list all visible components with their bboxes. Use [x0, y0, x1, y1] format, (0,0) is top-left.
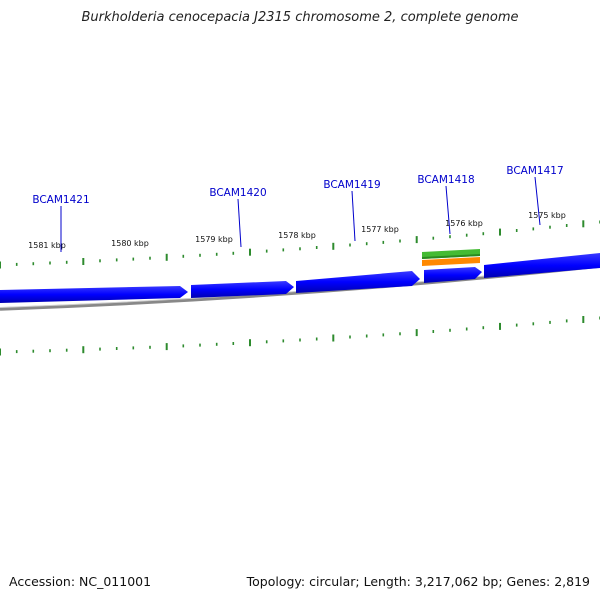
cds-track — [0, 253, 600, 303]
scale-label: 1578 kbp — [278, 231, 316, 240]
feature-orange-bar[interactable] — [422, 257, 480, 266]
scale-label: 1577 kbp — [361, 225, 399, 234]
scale-labels: 1581 kbp 1580 kbp 1579 kbp 1578 kbp 1577… — [28, 211, 566, 250]
gene-label-bcam1417[interactable]: BCAM1417 — [506, 165, 563, 177]
scale-label: 1580 kbp — [111, 239, 149, 248]
accession-text: Accession: NC_011001 — [9, 574, 152, 589]
scale-label: 1581 kbp — [28, 241, 66, 250]
gene-label-line — [534, 176, 541, 226]
cds-feature[interactable] — [296, 271, 420, 293]
genome-summary-text: Topology: circular; Length: 3,217,062 bp… — [246, 574, 590, 589]
map-title: Burkholderia cenocepacia J2315 chromosom… — [81, 10, 519, 25]
scale-label: 1575 kbp — [528, 211, 566, 220]
gene-label-bcam1420[interactable]: BCAM1420 — [209, 187, 266, 199]
outer-gc-track — [0, 220, 600, 269]
cds-feature[interactable] — [484, 253, 600, 278]
cds-feature[interactable] — [424, 267, 482, 283]
cds-feature[interactable] — [191, 281, 294, 298]
gene-label-bcam1419[interactable]: BCAM1419 — [323, 179, 380, 191]
scale-label: 1576 kbp — [445, 219, 483, 228]
feature-green-bar-shade — [422, 254, 480, 259]
gene-labels: BCAM1421 BCAM1420 BCAM1419 BCAM1418 BCAM… — [32, 165, 564, 252]
cds-feature[interactable] — [0, 286, 188, 303]
gene-label-bcam1421[interactable]: BCAM1421 — [32, 194, 89, 206]
gene-label-line — [237, 198, 242, 248]
inner-gc-track — [0, 316, 600, 356]
gene-label-line — [351, 190, 356, 242]
gene-label-bcam1418[interactable]: BCAM1418 — [417, 174, 474, 186]
scale-label: 1579 kbp — [195, 235, 233, 244]
gene-label-line — [445, 185, 451, 235]
